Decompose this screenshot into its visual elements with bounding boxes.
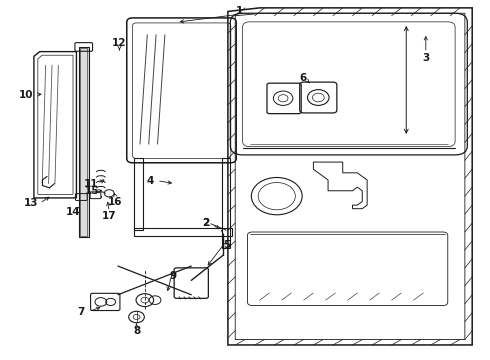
Text: 1: 1 xyxy=(236,6,243,16)
Text: 12: 12 xyxy=(112,38,127,48)
Bar xyxy=(79,47,89,237)
Bar xyxy=(221,158,230,248)
Text: 3: 3 xyxy=(422,53,429,63)
Text: 6: 6 xyxy=(299,73,306,83)
Text: 5: 5 xyxy=(223,240,230,250)
Text: 4: 4 xyxy=(146,176,153,186)
Text: 8: 8 xyxy=(133,325,140,336)
Text: 13: 13 xyxy=(24,198,39,208)
Text: 2: 2 xyxy=(202,218,210,228)
Text: 11: 11 xyxy=(84,179,98,189)
Bar xyxy=(134,228,232,235)
Text: 14: 14 xyxy=(66,207,80,217)
Text: 16: 16 xyxy=(108,197,123,207)
Text: 10: 10 xyxy=(19,90,33,100)
Text: 15: 15 xyxy=(85,186,100,197)
Text: 7: 7 xyxy=(77,307,85,316)
Bar xyxy=(134,158,143,230)
Text: 17: 17 xyxy=(102,211,117,221)
Text: 2: 2 xyxy=(202,218,210,228)
Text: 9: 9 xyxy=(169,271,176,281)
Bar xyxy=(80,48,87,236)
